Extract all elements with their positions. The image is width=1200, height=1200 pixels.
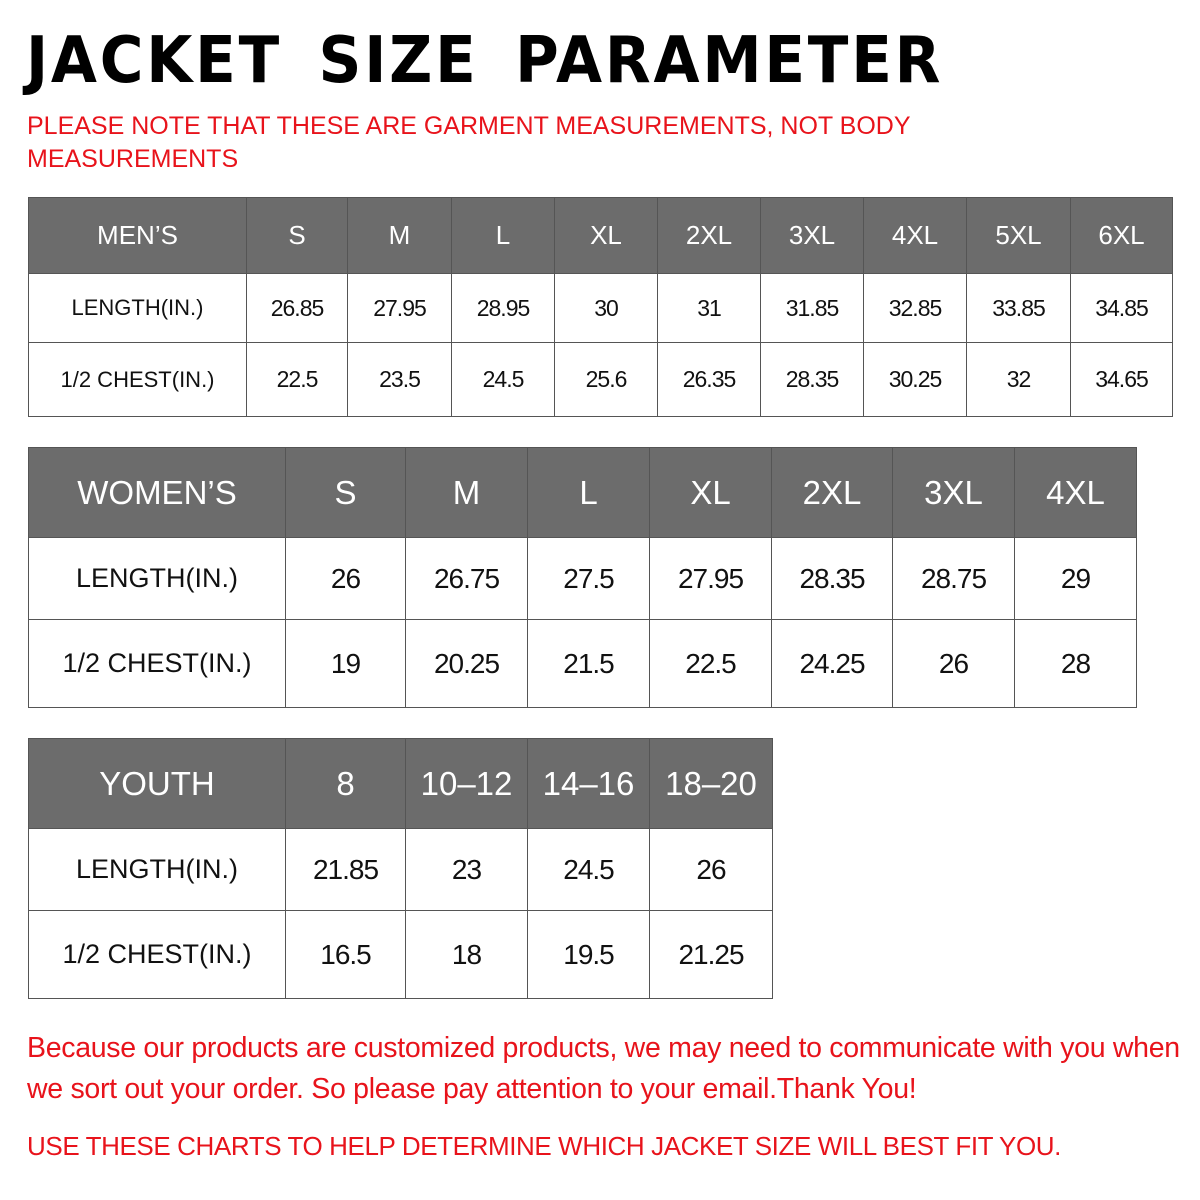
table-row: 1/2 CHEST(IN.) 16.5 18 19.5 21.25	[28, 910, 773, 999]
row-label-cell: 1/2 CHEST(IN.)	[28, 619, 286, 708]
measurement-cell: 24.25	[771, 619, 893, 708]
measurement-cell: 31.85	[760, 273, 864, 343]
table-row: 1/2 CHEST(IN.) 22.5 23.5 24.5 25.6 26.35 28.35…	[28, 342, 1173, 417]
size-header-cell: 3XL	[760, 197, 864, 274]
measurement-cell: 26.85	[246, 273, 348, 343]
measurement-cell: 19.5	[527, 910, 650, 999]
row-label-cell: 1/2 CHEST(IN.)	[28, 342, 247, 417]
measurement-cell: 29	[1014, 537, 1137, 620]
measurement-cell: 28.95	[451, 273, 555, 343]
size-header-cell: XL	[554, 197, 658, 274]
measurement-cell: 22.5	[649, 619, 772, 708]
size-header-cell: 8	[285, 738, 406, 829]
measurement-cell: 26	[892, 619, 1015, 708]
size-header-cell: 2XL	[657, 197, 761, 274]
measurement-cell: 26.75	[405, 537, 528, 620]
measurement-cell: 25.6	[554, 342, 658, 417]
size-header-cell: 4XL	[863, 197, 967, 274]
size-header-cell: XL	[649, 447, 772, 538]
table-row: LENGTH(IN.) 21.85 23 24.5 26	[28, 828, 773, 911]
measurement-cell: 26.35	[657, 342, 761, 417]
table-title-cell: MEN’S	[28, 197, 247, 274]
size-header-cell: 14–16	[527, 738, 650, 829]
table-row: LENGTH(IN.) 26 26.75 27.5 27.95 28.35 28.75 29	[28, 537, 1137, 620]
size-header-cell: L	[527, 447, 650, 538]
row-label-cell: LENGTH(IN.)	[28, 537, 286, 620]
measurement-cell: 28	[1014, 619, 1137, 708]
measurement-cell: 16.5	[285, 910, 406, 999]
size-header-cell: L	[451, 197, 555, 274]
measurement-cell: 21.5	[527, 619, 650, 708]
measurement-cell: 21.25	[649, 910, 773, 999]
row-label-cell: 1/2 CHEST(IN.)	[28, 910, 286, 999]
size-header-cell: S	[246, 197, 348, 274]
measurement-cell: 27.95	[649, 537, 772, 620]
measurement-cell: 26	[649, 828, 773, 911]
size-header-cell: M	[405, 447, 528, 538]
measurement-cell: 30	[554, 273, 658, 343]
size-header-cell: 4XL	[1014, 447, 1137, 538]
table-row: 1/2 CHEST(IN.) 19 20.25 21.5 22.5 24.25 26 28	[28, 619, 1137, 708]
table-row: LENGTH(IN.) 26.85 27.95 28.95 30 31 31.85 32.85…	[28, 273, 1173, 343]
row-label-cell: LENGTH(IN.)	[28, 828, 286, 911]
measurement-cell: 32.85	[863, 273, 967, 343]
header-row: YOUTH 8 10–12 14–16 18–20	[28, 738, 773, 829]
measurement-cell: 23.5	[347, 342, 452, 417]
measurement-cell: 23	[405, 828, 528, 911]
measurement-cell: 34.85	[1070, 273, 1173, 343]
measurement-cell: 28.35	[771, 537, 893, 620]
measurement-cell: 24.5	[527, 828, 650, 911]
customization-notice: Because our products are customized prod…	[27, 1032, 1180, 1105]
measurement-cell: 34.65	[1070, 342, 1173, 417]
measurement-cell: 27.95	[347, 273, 452, 343]
measurement-cell: 28.75	[892, 537, 1015, 620]
measurement-cell: 21.85	[285, 828, 406, 911]
measurement-cell: 18	[405, 910, 528, 999]
measurement-cell: 22.5	[246, 342, 348, 417]
size-header-cell: M	[347, 197, 452, 274]
table-title-cell: WOMEN’S	[28, 447, 286, 538]
size-header-cell: 18–20	[649, 738, 773, 829]
measurement-cell: 24.5	[451, 342, 555, 417]
youth-size-table: YOUTH 8 10–12 14–16 18–20 LENGTH(IN.) 21.85 23 2…	[28, 738, 773, 999]
size-header-cell: 3XL	[892, 447, 1015, 538]
size-header-cell: 6XL	[1070, 197, 1173, 274]
size-header-cell: S	[285, 447, 406, 538]
header-row: MEN’S S M L XL 2XL 3XL 4XL 5XL 6XL	[28, 197, 1173, 274]
measurement-cell: 28.35	[760, 342, 864, 417]
size-header-cell: 5XL	[966, 197, 1071, 274]
measurement-cell: 30.25	[863, 342, 967, 417]
measurement-cell: 26	[285, 537, 406, 620]
measurement-cell: 20.25	[405, 619, 528, 708]
measurement-cell: 27.5	[527, 537, 650, 620]
measurement-cell: 32	[966, 342, 1071, 417]
row-label-cell: LENGTH(IN.)	[28, 273, 247, 343]
table-title-cell: YOUTH	[28, 738, 286, 829]
measurement-cell: 33.85	[966, 273, 1071, 343]
size-tip: USE THESE CHARTS TO HELP DETERMINE WHICH…	[27, 1131, 1061, 1161]
size-header-cell: 2XL	[771, 447, 893, 538]
measurement-note: PLEASE NOTE THAT THESE ARE GARMENT MEASU…	[27, 112, 911, 173]
page-title: JACKET SIZE PARAMETER	[26, 24, 944, 98]
womens-size-table: WOMEN’S S M L XL 2XL 3XL 4XL LENGTH(IN.) 26 26.75 2…	[28, 447, 1137, 708]
size-header-cell: 10–12	[405, 738, 528, 829]
measurement-cell: 19	[285, 619, 406, 708]
mens-size-table: MEN’S S M L XL 2XL 3XL 4XL 5XL 6XL LENGTH(IN.) 26.8…	[28, 197, 1173, 417]
measurement-cell: 31	[657, 273, 761, 343]
header-row: WOMEN’S S M L XL 2XL 3XL 4XL	[28, 447, 1137, 538]
